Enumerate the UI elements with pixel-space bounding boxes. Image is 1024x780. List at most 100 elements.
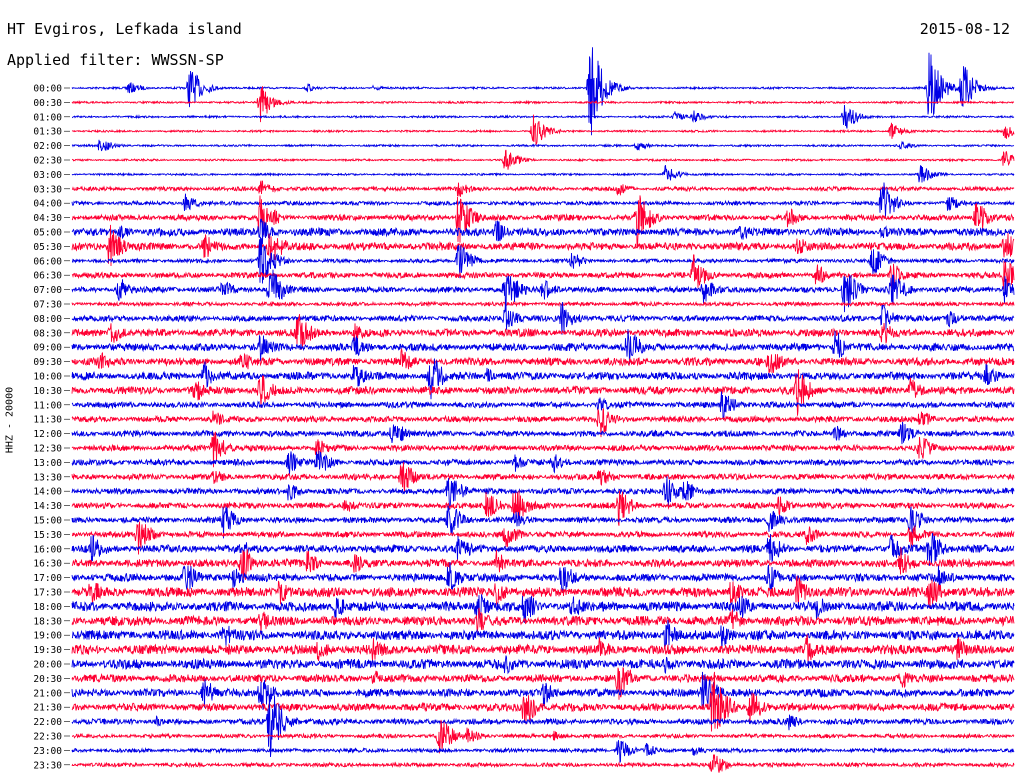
tick-label: 23:30	[33, 760, 62, 771]
trace-line-1900	[71, 619, 1015, 650]
trace-line-1400	[71, 476, 1015, 510]
trace-line-0830	[71, 314, 1015, 351]
trace-line-1530	[71, 521, 1015, 555]
tick-label: 02:30	[33, 156, 62, 167]
tick-label: 20:30	[33, 674, 62, 685]
tick-label: 20:00	[33, 660, 62, 671]
trace-line-1230	[71, 431, 1015, 468]
trace-line-1030	[71, 369, 1015, 416]
tick-label: 21:30	[33, 703, 62, 714]
trace-line-2000	[71, 655, 1015, 675]
tick-label: 03:00	[33, 170, 62, 181]
date-label: 2015-08-12	[919, 20, 1010, 38]
tick-label: 13:00	[33, 458, 62, 469]
trace-line-1000	[71, 358, 1015, 400]
tick-label: 13:30	[33, 472, 62, 483]
trace-line-1800	[71, 594, 1015, 623]
tick-label: 00:00	[33, 84, 62, 95]
tick-label: 01:00	[33, 112, 62, 123]
trace-line-1600	[71, 532, 1015, 566]
tick-label: 09:00	[33, 343, 62, 354]
tick-label: 00:30	[33, 98, 62, 109]
tick-label: 02:00	[33, 141, 62, 152]
trace-line-0730	[71, 300, 1015, 308]
tick-label: 17:30	[33, 588, 62, 599]
tick-label: 10:00	[33, 372, 62, 383]
trace-line-0200	[71, 139, 1015, 152]
trace-line-0430	[71, 195, 1015, 248]
tick-label: 17:00	[33, 573, 62, 584]
filter-label: Applied filter: WWSSN-SP	[7, 51, 224, 69]
trace-line-0000	[71, 47, 1015, 136]
tick-label: 06:30	[33, 271, 62, 282]
trace-line-2300	[71, 740, 1015, 763]
tick-label: 08:00	[33, 314, 62, 325]
trace-line-1300	[71, 450, 1015, 475]
tick-label: 14:30	[33, 501, 62, 512]
tick-label: 22:00	[33, 717, 62, 728]
trace-line-1100	[71, 391, 1015, 420]
tick-label: 16:00	[33, 544, 62, 555]
tick-label: 07:30	[33, 300, 62, 311]
tick-label: 12:30	[33, 444, 62, 455]
trace-line-2030	[71, 667, 1015, 700]
tick-label: 05:00	[33, 228, 62, 239]
tick-label: 11:30	[33, 415, 62, 426]
trace-line-0700	[71, 269, 1015, 313]
tick-label: 18:30	[33, 616, 62, 627]
tick-label: 22:30	[33, 732, 62, 743]
tick-label: 04:00	[33, 199, 62, 210]
trace-line-0930	[71, 348, 1015, 375]
tick-label: 11:00	[33, 400, 62, 411]
tick-label: 21:00	[33, 688, 62, 699]
trace-line-0630	[71, 254, 1015, 290]
tick-label: 12:00	[33, 429, 62, 440]
tick-label: 03:30	[33, 184, 62, 195]
trace-line-2330	[71, 754, 1015, 773]
trace-line-0030	[71, 86, 1015, 123]
trace-line-1730	[71, 575, 1015, 610]
trace-line-1930	[71, 634, 1015, 663]
trace-line-0600	[72, 236, 1015, 284]
tick-label: 16:30	[33, 559, 62, 570]
tick-label: 14:00	[33, 487, 62, 498]
tick-label: 07:00	[33, 285, 62, 296]
trace-line-0500	[71, 218, 1015, 245]
trace-line-1130	[71, 408, 1015, 438]
trace-line-2230	[71, 719, 1015, 754]
trace-line-0300	[71, 165, 1015, 183]
trace-line-0230	[71, 149, 1015, 170]
trace-line-0400	[71, 182, 1015, 217]
trace-line-1330	[71, 462, 1015, 492]
tick-label: 23:00	[33, 746, 62, 757]
trace-line-0130	[71, 114, 1015, 146]
trace-line-0900	[71, 329, 1015, 365]
trace-line-0330	[71, 180, 1015, 197]
tick-label: 19:00	[33, 631, 62, 642]
tick-label: 18:00	[33, 602, 62, 613]
tick-label: 06:00	[33, 256, 62, 267]
trace-line-1430	[71, 490, 1015, 526]
tick-label: 04:30	[33, 213, 62, 224]
trace-line-1700	[71, 562, 1015, 593]
tick-label: 10:30	[33, 386, 62, 397]
trace-line-1630	[71, 547, 1015, 580]
tick-label: 15:00	[33, 516, 62, 527]
trace-line-2130	[71, 671, 1015, 732]
trace-line-0530	[71, 224, 1015, 269]
trace-line-0800	[71, 301, 1015, 335]
tick-label: 08:30	[33, 328, 62, 339]
station-title: HT Evgiros, Lefkada island	[7, 20, 242, 38]
tick-label: 15:30	[33, 530, 62, 541]
tick-label: 09:30	[33, 357, 62, 368]
trace-line-1830	[71, 607, 1015, 635]
tick-label: 19:30	[33, 645, 62, 656]
trace-line-2200	[71, 695, 1015, 758]
trace-line-2100	[71, 671, 1015, 710]
trace-line-0100	[71, 104, 1015, 129]
trace-line-1200	[71, 421, 1015, 445]
tick-label: 01:30	[33, 127, 62, 138]
trace-line-1500	[71, 505, 1015, 539]
